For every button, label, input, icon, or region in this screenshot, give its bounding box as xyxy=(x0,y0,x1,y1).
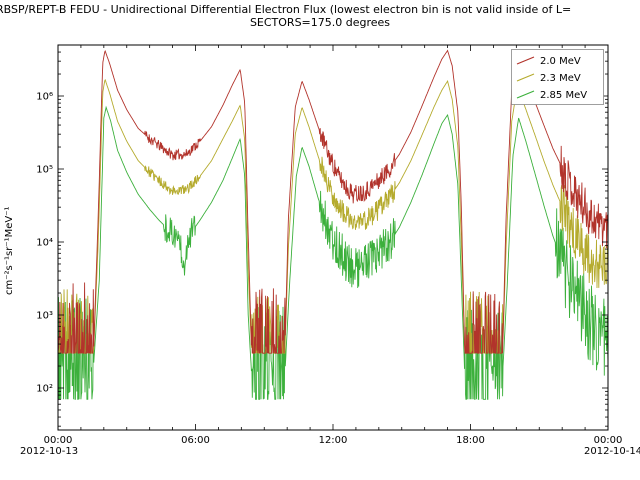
x-tick-label: 12:00 xyxy=(319,435,348,446)
y-tick-labels: 10² 10³ 10⁴ 10⁵ 10⁶ xyxy=(36,92,53,395)
plot-title: RBSP/REPT-B FEDU - Unidirectional Differ… xyxy=(0,3,572,16)
axis-ticks xyxy=(57,45,609,430)
series-line-2.3MeV xyxy=(58,78,608,354)
x-tick-label: 00:00 xyxy=(44,435,73,446)
x-tick-labels: 00:00 06:00 12:00 18:00 00:00 xyxy=(44,435,623,446)
y-tick-label: 10⁶ xyxy=(36,92,53,103)
y-tick-label: 10⁵ xyxy=(36,165,53,176)
plot-subtitle: SECTORS=175.0 degrees xyxy=(249,16,391,29)
y-tick-label: 10² xyxy=(36,384,53,395)
legend-label: 2.3 MeV xyxy=(540,73,581,84)
legend-line-sample xyxy=(516,73,535,82)
legend-label: 2.85 MeV xyxy=(540,90,587,101)
x-axis-date-left: 2012-10-13 xyxy=(20,446,79,457)
legend-label: 2.0 MeV xyxy=(540,56,581,67)
y-tick-label: 10⁴ xyxy=(36,238,53,249)
x-tick-label: 00:00 xyxy=(594,435,623,446)
legend-line-sample xyxy=(516,90,535,99)
legend: 2.0 MeV 2.3 MeV 2.85 MeV xyxy=(511,49,604,105)
x-tick-label: 18:00 xyxy=(456,435,485,446)
legend-line-sample xyxy=(516,56,535,65)
x-tick-label: 06:00 xyxy=(181,435,210,446)
y-tick-label: 10³ xyxy=(36,311,53,322)
x-axis-date-right: 2012-10-14 xyxy=(584,446,640,457)
series-line-2.85MeV xyxy=(58,105,608,400)
